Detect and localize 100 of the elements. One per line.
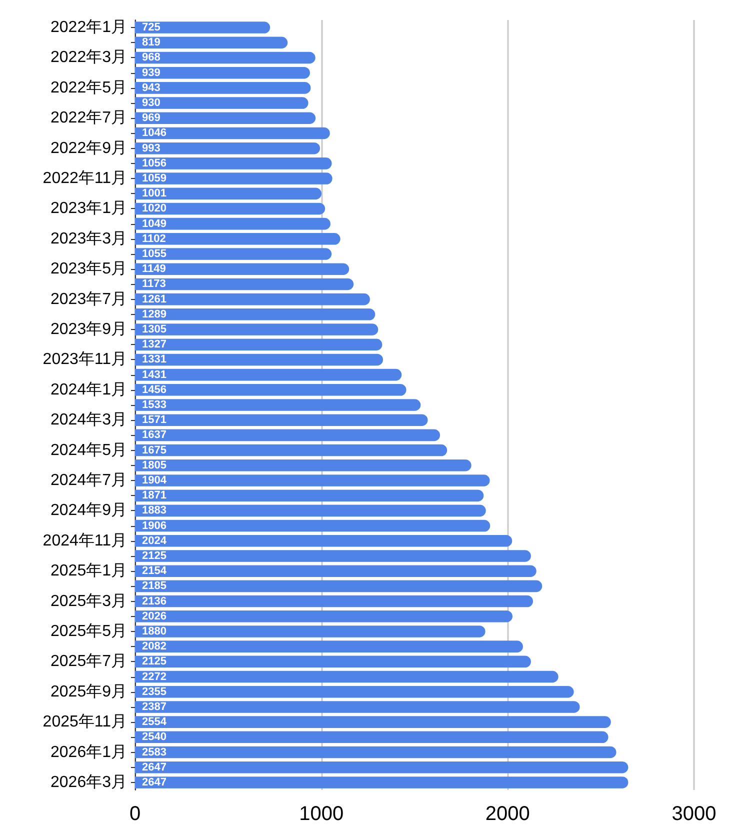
data-label: 2024 [142, 534, 168, 547]
bar [135, 368, 402, 381]
data-label: 1675 [142, 444, 166, 456]
y-tick-label: 2022年5月 [50, 79, 127, 96]
bar [135, 520, 490, 532]
data-label: 1020 [142, 202, 166, 215]
data-label: 1305 [142, 324, 166, 336]
bar [135, 127, 330, 140]
data-label: 968 [142, 52, 160, 64]
data-label: 1431 [142, 368, 166, 381]
y-tick-label: 2024年7月 [50, 472, 127, 489]
bar [135, 490, 484, 502]
y-tick-label: 2023年9月 [50, 321, 127, 338]
bar [135, 324, 378, 336]
y-tick-label: 2022年7月 [50, 110, 127, 127]
data-label: 943 [142, 82, 160, 94]
data-label: 1571 [142, 414, 166, 426]
x-tick-label: 3000 [672, 803, 716, 825]
data-label: 1001 [142, 188, 166, 200]
bar [135, 610, 513, 622]
data-label: 1102 [142, 232, 166, 245]
bar [135, 142, 320, 154]
data-label: 1049 [142, 218, 166, 230]
data-label: 1456 [142, 384, 166, 396]
bar [135, 202, 326, 215]
data-label: 1906 [142, 520, 166, 532]
bar [135, 761, 628, 774]
y-tick-label: 2022年9月 [50, 140, 127, 157]
data-label: 1533 [142, 399, 166, 411]
bar [135, 686, 574, 698]
bar [135, 218, 330, 230]
y-tick-label: 2024年1月 [50, 381, 127, 398]
bar [135, 36, 288, 49]
data-label: 1880 [142, 625, 166, 638]
x-tick-label: 0 [129, 803, 141, 825]
y-tick-label: 2023年1月 [50, 200, 127, 218]
y-tick-label: 2025年3月 [50, 592, 127, 610]
data-label: 2647 [142, 761, 166, 774]
bar [135, 293, 370, 306]
data-label: 2355 [142, 686, 166, 698]
y-tick-label: 2022年3月 [50, 49, 127, 66]
data-label: 2554 [142, 716, 168, 728]
data-label: 2185 [142, 580, 166, 592]
data-label: 1327 [142, 338, 166, 351]
data-label: 2125 [142, 656, 166, 668]
data-label: 1046 [142, 127, 166, 140]
y-tick-label: 2023年5月 [50, 260, 127, 278]
y-tick-label: 2026年3月 [50, 774, 127, 791]
y-tick-label: 2022年1月 [50, 19, 127, 36]
y-tick-label: 2022年11月 [42, 170, 127, 188]
bar [135, 52, 316, 64]
bar [135, 746, 616, 758]
bar [135, 504, 486, 517]
y-tick-label: 2023年3月 [50, 230, 127, 248]
y-tick-label: 2025年5月 [50, 622, 127, 640]
bar [135, 670, 558, 683]
bar [135, 97, 308, 109]
bar [135, 626, 486, 638]
data-label: 2583 [142, 746, 166, 758]
data-label: 2387 [142, 700, 166, 713]
bar [135, 308, 376, 320]
data-label: 939 [142, 66, 160, 79]
data-label: 2154 [142, 565, 168, 578]
bar [135, 595, 534, 608]
bar [135, 248, 332, 260]
bar [135, 656, 531, 668]
y-tick-label: 2026年1月 [50, 744, 127, 761]
bar [135, 384, 406, 396]
data-label: 1871 [142, 490, 166, 502]
y-tick-label: 2023年11月 [42, 351, 127, 368]
data-label: 1883 [142, 504, 166, 517]
bar [135, 534, 512, 547]
data-label: 1904 [142, 474, 168, 486]
data-label: 2272 [142, 670, 166, 683]
bar [135, 640, 523, 652]
bar [135, 233, 340, 245]
y-tick-label: 2025年1月 [50, 562, 127, 580]
bar [135, 399, 421, 411]
bar [135, 580, 542, 592]
y-tick-label: 2024年9月 [50, 502, 127, 520]
bar [135, 429, 440, 442]
y-tick-label: 2025年9月 [50, 683, 127, 700]
bar [135, 444, 448, 456]
bar [135, 565, 536, 577]
data-label: 819 [142, 36, 160, 49]
bar [135, 474, 490, 486]
y-tick-label: 2025年11月 [42, 714, 127, 731]
bar [135, 82, 311, 94]
bar [135, 278, 354, 290]
bar [135, 172, 332, 184]
bar [135, 550, 531, 562]
y-tick-label: 2024年3月 [50, 412, 127, 429]
data-label: 969 [142, 112, 160, 124]
data-label: 2540 [142, 731, 166, 744]
data-label: 2026 [142, 610, 166, 622]
data-label: 930 [142, 97, 160, 110]
data-label: 1059 [142, 172, 166, 185]
bar [135, 66, 310, 79]
y-tick-label: 2023年7月 [50, 290, 127, 308]
data-label: 725 [142, 22, 160, 34]
